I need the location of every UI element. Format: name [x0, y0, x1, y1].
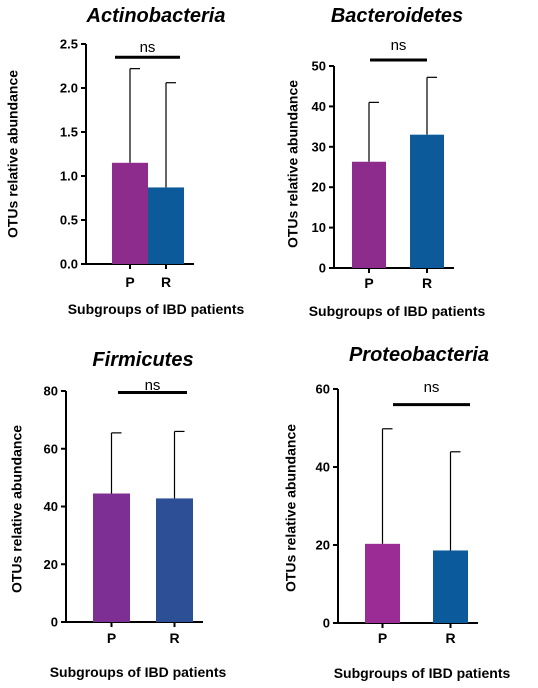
x-tick-label: P — [364, 275, 373, 291]
x-axis-label: Subgroups of IBD patients — [50, 664, 227, 680]
x-axis-label: Subgroups of IBD patients — [334, 665, 511, 681]
x-tick-label: P — [107, 630, 116, 646]
x-tick-label: P — [378, 630, 387, 646]
y-tick-label: 1.0 — [60, 169, 78, 184]
y-tick-label: 60 — [44, 441, 58, 456]
y-tick-label: 20 — [312, 180, 326, 195]
y-tick-label: 2.0 — [60, 81, 78, 96]
x-tick-label: R — [445, 630, 455, 646]
x-tick-label: R — [422, 275, 432, 291]
bar-R — [433, 550, 468, 623]
significance-label: ns — [145, 377, 161, 394]
chart-title: Firmicutes — [92, 349, 193, 371]
y-axis-label: OTUs relative abundance — [5, 70, 21, 238]
y-tick-label: 20 — [316, 538, 330, 553]
chart-title: Bacteroidetes — [331, 5, 463, 27]
significance-label: ns — [140, 39, 156, 56]
y-tick-label: 2.5 — [60, 37, 78, 52]
chart-panel: Bacteroidetes 0 10 20 30 40 50 P Rns Subgroups of… — [285, 5, 486, 319]
significance-label: ns — [391, 37, 407, 54]
y-tick-label: 10 — [312, 220, 326, 235]
y-tick-label: 0 — [319, 261, 326, 276]
y-tick-label: 1.5 — [60, 125, 78, 140]
significance-label: ns — [424, 379, 440, 396]
bar-P — [112, 162, 148, 264]
y-tick-label: 0.5 — [60, 213, 78, 228]
chart-panel: Proteobacteria 0 20 40 60 P Rns Subgroups of IB… — [283, 344, 511, 681]
y-tick-label: 0 — [51, 615, 58, 630]
y-tick-label: 40 — [316, 460, 330, 475]
x-axis-label: Subgroups of IBD patients — [309, 303, 486, 319]
x-tick-label: R — [161, 274, 171, 290]
bar-P — [365, 543, 400, 623]
y-tick-label: 30 — [312, 139, 326, 154]
y-axis-label: OTUs relative abundance — [9, 425, 25, 593]
bar-P — [93, 493, 130, 622]
y-tick-label: 80 — [44, 384, 58, 399]
y-tick-label: 60 — [316, 382, 330, 397]
y-tick-label: 0.0 — [60, 257, 78, 272]
y-tick-label: 0 — [323, 616, 330, 631]
bar-P — [352, 161, 386, 268]
y-tick-label: 40 — [44, 499, 58, 514]
y-axis-label: OTUs relative abundance — [285, 80, 301, 248]
bar-R — [148, 187, 184, 264]
y-tick-label: 20 — [44, 557, 58, 572]
y-tick-label: 50 — [312, 59, 326, 74]
x-tick-label: P — [125, 274, 134, 290]
chart-title: Proteobacteria — [349, 344, 489, 366]
x-tick-label: R — [169, 630, 179, 646]
y-tick-label: 40 — [312, 99, 326, 114]
y-axis-label: OTUs relative abundance — [283, 424, 299, 592]
bar-R — [156, 498, 193, 622]
x-axis-label: Subgroups of IBD patients — [68, 301, 245, 317]
chart-title: Actinobacteria — [86, 5, 226, 27]
bar-R — [410, 134, 444, 268]
chart-panel: Firmicutes 0 20 40 60 80 P Rns Subgroups of IBD … — [9, 349, 227, 680]
chart-panel: Actinobacteria 0.0 0.5 1.0 1.5 2.0 2.5 P Rns Subg… — [5, 5, 245, 317]
